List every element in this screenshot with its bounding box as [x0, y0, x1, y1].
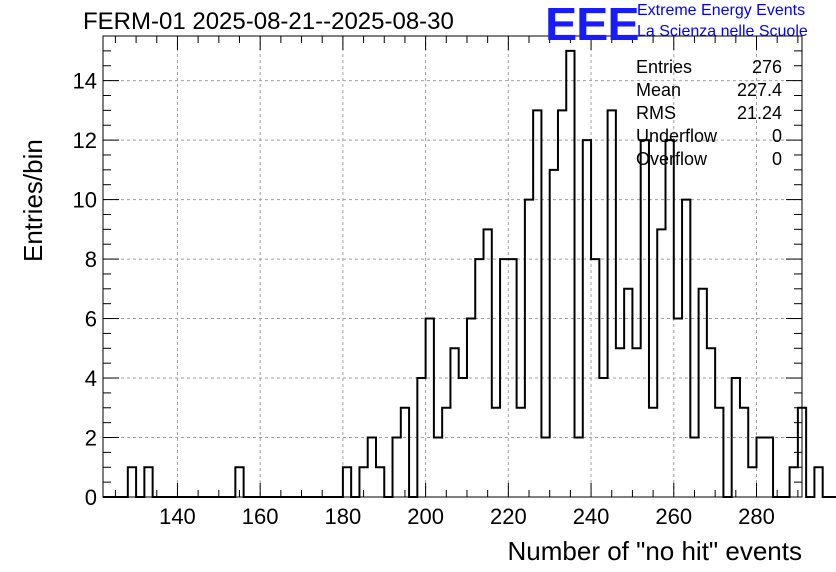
y-tick-label: 8 [85, 247, 97, 272]
histogram-bin [128, 467, 136, 497]
logo-caption-line1: Extreme Energy Events [637, 2, 806, 19]
stats-box: Entries 276 Mean 227.4 RMS 21.24 Underfl… [636, 56, 782, 171]
y-tick-label: 0 [85, 485, 97, 510]
histogram-bin [575, 438, 583, 497]
histogram-bin [682, 200, 690, 497]
x-tick-label: 220 [490, 504, 527, 529]
y-axis-label-text: Entries/bin [18, 139, 48, 262]
histogram-bin [450, 348, 458, 497]
stat-value: 0 [771, 126, 782, 146]
stat-label: Entries [636, 57, 693, 77]
stat-value: 276 [751, 57, 782, 77]
y-tick-label: 14 [73, 69, 97, 94]
stat-label: Overflow [636, 149, 708, 169]
chart-title: FERM-01 2025-08-21--2025-08-30 [83, 8, 454, 35]
histogram-bin [434, 438, 442, 497]
x-tick-label: 260 [655, 504, 692, 529]
stat-value: 227.4 [736, 80, 782, 100]
stat-row-entries: Entries 276 [636, 56, 782, 79]
histogram-bin [649, 408, 657, 497]
histogram-bin [376, 467, 384, 497]
stat-label: Mean [636, 80, 682, 100]
x-axis-label: Number of "no hit" events [507, 536, 803, 566]
x-tick-label: 180 [325, 504, 362, 529]
x-tick-label: 280 [738, 504, 775, 529]
y-tick-label: 10 [73, 188, 97, 213]
histogram-bin [393, 438, 401, 497]
x-tick-label: 200 [407, 504, 444, 529]
plot-frame [102, 35, 803, 498]
stat-value: 21.24 [736, 103, 782, 123]
histogram-bin [624, 289, 632, 497]
histogram-bin [533, 110, 541, 497]
histogram-bin [632, 348, 640, 497]
histogram-bin [550, 170, 558, 497]
histogram-bin [492, 408, 500, 497]
histogram-bin [525, 200, 533, 497]
histogram-bin [368, 438, 376, 497]
eee-logo: EEE [545, 0, 640, 50]
histogram-bin [608, 110, 616, 497]
stat-row-rms: RMS 21.24 [636, 102, 782, 125]
histogram-bin [765, 438, 773, 497]
histogram-bin [674, 319, 682, 497]
stat-value: 0 [771, 149, 782, 169]
histogram-bin [715, 408, 723, 497]
stat-row-mean: Mean 227.4 [636, 79, 782, 102]
x-tick-label: 140 [159, 504, 196, 529]
y-tick-label: 6 [85, 307, 97, 332]
x-tick-label: 160 [242, 504, 279, 529]
histogram-bin [740, 408, 748, 497]
histogram-bin [690, 438, 698, 497]
stat-label: Underflow [636, 126, 718, 146]
histogram-bin [517, 408, 525, 497]
histogram-bin [401, 408, 409, 497]
histogram-bin [144, 467, 152, 497]
histogram-bin [558, 110, 566, 497]
histogram-bin [657, 229, 665, 497]
histogram-bin [426, 319, 434, 497]
histogram-bin [748, 467, 756, 497]
histogram-bin [814, 467, 822, 497]
stat-label: RMS [636, 103, 676, 123]
histogram-bin [699, 289, 707, 497]
histogram-bin [484, 229, 492, 497]
x-tick-label: 240 [573, 504, 610, 529]
stat-row-underflow: Underflow 0 [636, 125, 782, 148]
y-tick-label: 4 [85, 366, 97, 391]
histogram-series [103, 49, 836, 498]
histogram-bin [707, 348, 715, 497]
histogram-bin [343, 467, 351, 497]
y-tick-label: 12 [73, 128, 97, 153]
stat-row-overflow: Overflow 0 [636, 148, 782, 171]
histogram-bin [541, 438, 549, 497]
logo-caption-line2: La Scienza nelle Scuole [637, 23, 808, 40]
histogram-bin [566, 51, 574, 497]
histogram-bin [616, 348, 624, 497]
y-tick-label: 2 [85, 426, 97, 451]
histogram-bin [757, 438, 765, 497]
histogram-bin [467, 319, 475, 497]
histogram-bin [442, 408, 450, 497]
